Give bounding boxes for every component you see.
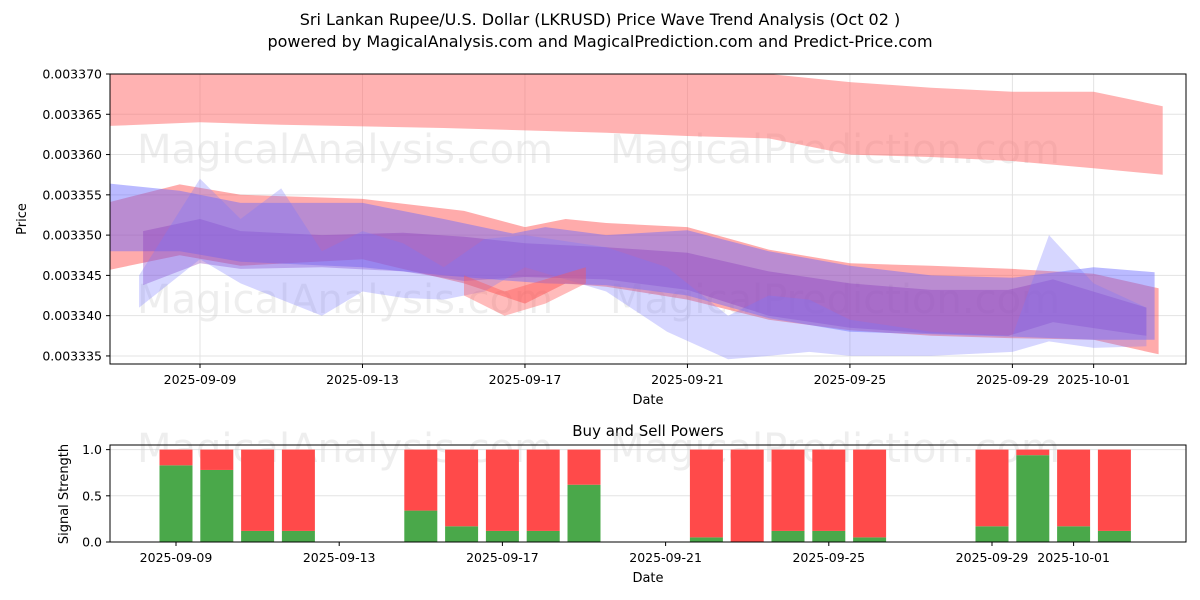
buy-bar <box>812 530 846 542</box>
x-tick-label: 2025-09-09 <box>140 550 213 565</box>
buy-bar <box>1097 530 1131 542</box>
buy-bar <box>200 469 234 542</box>
signal-title: Buy and Sell Powers <box>572 422 724 440</box>
x-tick-label: 2025-09-17 <box>466 550 539 565</box>
sell-bar <box>445 449 479 527</box>
sell-bar <box>526 449 560 531</box>
buy-bar <box>159 465 193 542</box>
watermark: MagicalPrediction.com <box>610 277 1060 323</box>
signal-y-ticks: 0.0 0.5 1.0 <box>82 442 110 550</box>
buy-bar <box>853 537 887 542</box>
red-wave-1 <box>110 184 1159 355</box>
price-y-ticks: 0.003335 0.003340 0.003345 0.003350 0.003355… <box>42 67 110 363</box>
x-tick-label: 2025-09-13 <box>303 550 376 565</box>
sell-bar <box>281 449 315 531</box>
signal-x-label: Date <box>632 571 663 586</box>
sell-bar <box>404 449 438 511</box>
sell-bar <box>159 449 193 466</box>
chart-title: Sri Lankan Rupee/U.S. Dollar (LKRUSD) Pr… <box>300 10 900 29</box>
y-tick-label: 0.5 <box>82 488 102 503</box>
buy-bar <box>241 530 275 542</box>
sell-bar <box>975 449 1009 527</box>
price-x-ticks: 2025-09-09 2025-09-13 2025-09-17 2025-09-21… <box>164 364 1130 387</box>
buy-bar <box>771 530 805 542</box>
sell-bar <box>1057 449 1091 527</box>
price-bands <box>110 74 1163 360</box>
watermark: MagicalAnalysis.com <box>137 277 553 323</box>
signal-bars <box>159 449 1131 542</box>
sell-bar <box>812 449 846 531</box>
sell-bar <box>567 449 601 485</box>
x-tick-label: 2025-09-25 <box>814 372 887 387</box>
y-tick-label: 0.003360 <box>42 147 102 162</box>
red-dip <box>464 267 586 316</box>
price-panel: MagicalAnalysis.com MagicalPrediction.co… <box>15 67 1187 408</box>
y-tick-label: 0.003355 <box>42 187 102 202</box>
x-tick-label: 2025-09-29 <box>976 372 1049 387</box>
x-tick-label: 2025-10-01 <box>1037 550 1110 565</box>
buy-bar <box>404 510 438 542</box>
signal-axes-frame <box>109 444 1187 543</box>
blue-wave-low <box>139 178 1147 360</box>
sell-bar <box>200 449 234 470</box>
price-x-label: Date <box>632 393 663 408</box>
y-tick-label: 0.003370 <box>42 67 102 82</box>
y-tick-label: 0.003365 <box>42 107 102 122</box>
x-tick-label: 2025-09-25 <box>792 550 865 565</box>
y-tick-label: 0.003340 <box>42 308 102 323</box>
signal-panel: Buy and Sell Powers MagicalAnalysis.com … <box>57 422 1187 586</box>
buy-bar <box>526 530 560 542</box>
y-tick-label: 0.003350 <box>42 228 102 243</box>
sell-bar <box>1016 449 1050 456</box>
signal-y-label: Signal Strength <box>57 444 72 544</box>
x-tick-label: 2025-10-01 <box>1057 372 1130 387</box>
x-tick-label: 2025-09-21 <box>629 550 702 565</box>
buy-bar <box>1016 455 1050 542</box>
price-y-label: Price <box>15 203 30 235</box>
price-axes-frame <box>109 73 1187 365</box>
chart-subtitle: powered by MagicalAnalysis.com and Magic… <box>267 32 932 51</box>
buy-bar <box>567 484 601 542</box>
y-tick-label: 0.003345 <box>42 268 102 283</box>
sell-bar <box>689 449 723 538</box>
x-tick-label: 2025-09-29 <box>956 550 1029 565</box>
buy-bar <box>689 537 723 542</box>
buy-bar <box>445 526 479 542</box>
sell-bar <box>771 449 805 531</box>
buy-bar <box>975 526 1009 542</box>
buy-bar <box>485 530 519 542</box>
sell-bar <box>730 449 764 542</box>
sell-bar <box>241 449 275 531</box>
upper-forecast-band <box>110 74 1163 175</box>
x-tick-label: 2025-09-21 <box>651 372 724 387</box>
watermark: MagicalAnalysis.com <box>137 127 553 173</box>
blue-wave-1 <box>110 183 1155 340</box>
x-tick-label: 2025-09-09 <box>164 372 237 387</box>
y-tick-label: 0.003335 <box>42 348 102 363</box>
y-tick-label: 1.0 <box>82 442 102 457</box>
x-tick-label: 2025-09-13 <box>326 372 399 387</box>
y-tick-label: 0.0 <box>82 535 102 550</box>
signal-x-ticks: 2025-09-09 2025-09-13 2025-09-17 2025-09-21… <box>140 542 1110 565</box>
buy-bar <box>1057 526 1091 542</box>
sell-bar <box>485 449 519 531</box>
x-tick-label: 2025-09-17 <box>489 372 562 387</box>
sell-bar <box>853 449 887 538</box>
buy-bar <box>281 530 315 542</box>
purple-core <box>143 219 1147 336</box>
sell-bar <box>1097 449 1131 531</box>
